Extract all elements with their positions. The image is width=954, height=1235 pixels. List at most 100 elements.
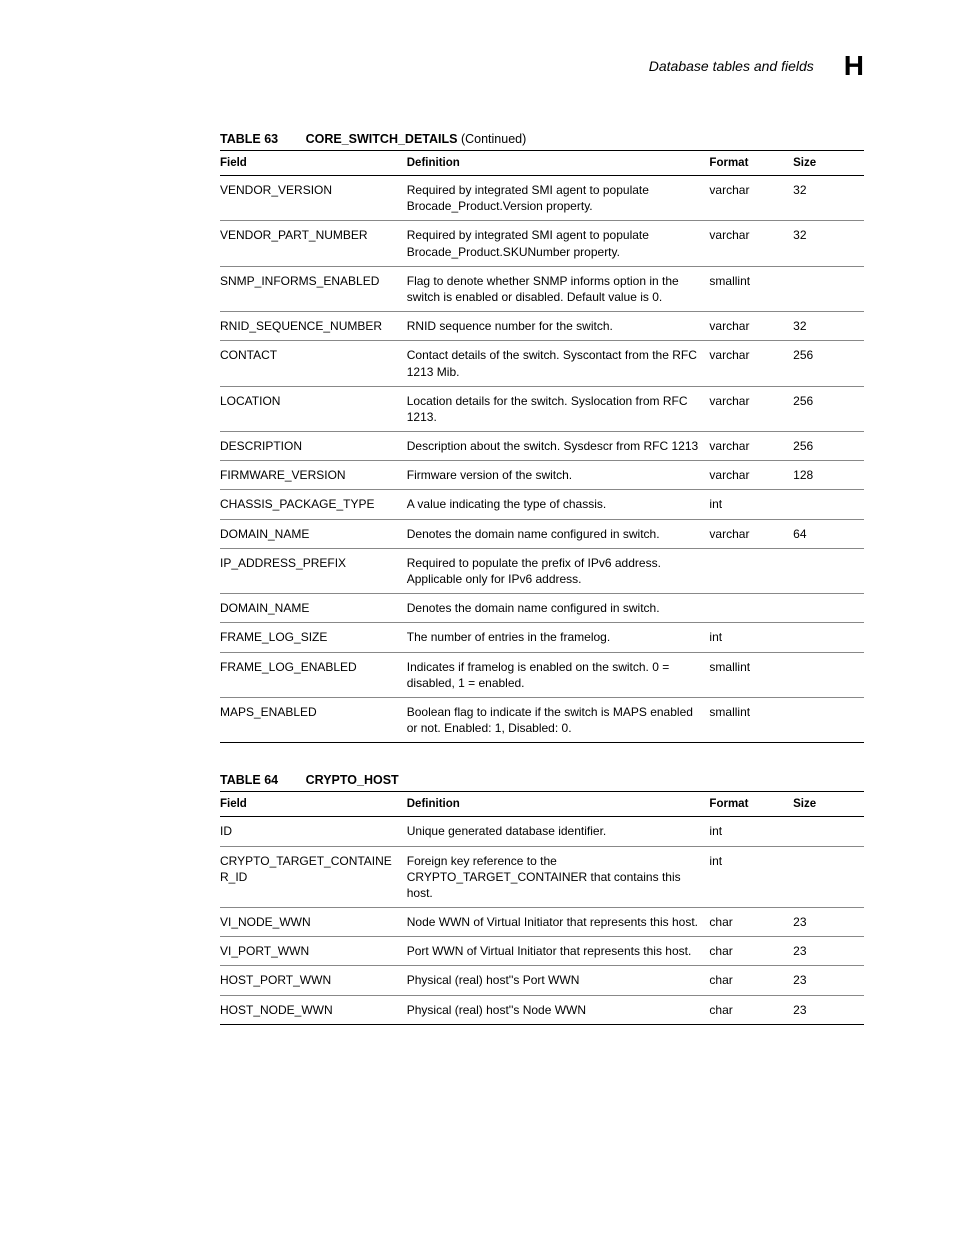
cell-definition: Denotes the domain name configured in sw… [407, 519, 710, 548]
cell-size [793, 548, 864, 593]
cell-field: CRYPTO_TARGET_CONTAINER_ID [220, 846, 407, 908]
table-row: VI_NODE_WWNNode WWN of Virtual Initiator… [220, 908, 864, 937]
cell-size: 128 [793, 461, 864, 490]
cell-size [793, 594, 864, 623]
cell-field: VENDOR_VERSION [220, 176, 407, 221]
table-row: VENDOR_PART_NUMBERRequired by integrated… [220, 221, 864, 266]
cell-size [793, 846, 864, 908]
table-row: VENDOR_VERSIONRequired by integrated SMI… [220, 176, 864, 221]
cell-definition: Denotes the domain name configured in sw… [407, 594, 710, 623]
cell-field: VI_PORT_WWN [220, 937, 407, 966]
cell-format: smallint [709, 697, 793, 742]
cell-definition: RNID sequence number for the switch. [407, 312, 710, 341]
table-row: HOST_PORT_WWNPhysical (real) host''s Por… [220, 966, 864, 995]
cell-definition: Description about the switch. Sysdescr f… [407, 432, 710, 461]
cell-format: int [709, 817, 793, 846]
cell-size: 23 [793, 937, 864, 966]
cell-format: int [709, 490, 793, 519]
table-row: FRAME_LOG_ENABLEDIndicates if framelog i… [220, 652, 864, 697]
table-row: IP_ADDRESS_PREFIXRequired to populate th… [220, 548, 864, 593]
table-row: MAPS_ENABLEDBoolean flag to indicate if … [220, 697, 864, 742]
header-letter: H [844, 50, 864, 82]
cell-format: varchar [709, 341, 793, 386]
cell-size [793, 697, 864, 742]
cell-field: DOMAIN_NAME [220, 519, 407, 548]
cell-field: VENDOR_PART_NUMBER [220, 221, 407, 266]
cell-format: varchar [709, 221, 793, 266]
cell-definition: Foreign key reference to the CRYPTO_TARG… [407, 846, 710, 908]
cell-field: DOMAIN_NAME [220, 594, 407, 623]
table-row: CHASSIS_PACKAGE_TYPEA value indicating t… [220, 490, 864, 519]
col-format: Format [709, 151, 793, 176]
cell-format: char [709, 908, 793, 937]
col-format: Format [709, 792, 793, 817]
cell-size: 23 [793, 908, 864, 937]
cell-definition: Physical (real) host''s Port WWN [407, 966, 710, 995]
table-64-label: TABLE 64 [220, 773, 278, 787]
table-63-caption: TABLE 63 CORE_SWITCH_DETAILS (Continued) [220, 132, 864, 146]
cell-size [793, 490, 864, 519]
cell-size: 23 [793, 995, 864, 1024]
col-size: Size [793, 792, 864, 817]
cell-format: varchar [709, 176, 793, 221]
cell-field: FRAME_LOG_SIZE [220, 623, 407, 652]
col-field: Field [220, 792, 407, 817]
cell-format: varchar [709, 312, 793, 341]
cell-field: CHASSIS_PACKAGE_TYPE [220, 490, 407, 519]
cell-field: FIRMWARE_VERSION [220, 461, 407, 490]
col-definition: Definition [407, 792, 710, 817]
cell-format: varchar [709, 386, 793, 431]
cell-definition: Unique generated database identifier. [407, 817, 710, 846]
cell-size: 64 [793, 519, 864, 548]
cell-size: 32 [793, 221, 864, 266]
col-definition: Definition [407, 151, 710, 176]
table-63-label: TABLE 63 [220, 132, 278, 146]
table-63: Field Definition Format Size VENDOR_VERS… [220, 150, 864, 743]
table-row: FIRMWARE_VERSIONFirmware version of the … [220, 461, 864, 490]
cell-field: LOCATION [220, 386, 407, 431]
cell-format [709, 594, 793, 623]
cell-format: char [709, 995, 793, 1024]
cell-definition: Boolean flag to indicate if the switch i… [407, 697, 710, 742]
cell-size: 256 [793, 432, 864, 461]
table-64-caption: TABLE 64 CRYPTO_HOST [220, 773, 864, 787]
cell-size: 23 [793, 966, 864, 995]
cell-format: smallint [709, 266, 793, 311]
cell-definition: Contact details of the switch. Syscontac… [407, 341, 710, 386]
cell-field: HOST_NODE_WWN [220, 995, 407, 1024]
cell-format: varchar [709, 519, 793, 548]
cell-format: varchar [709, 461, 793, 490]
cell-field: IP_ADDRESS_PREFIX [220, 548, 407, 593]
cell-format: char [709, 937, 793, 966]
cell-definition: Required by integrated SMI agent to popu… [407, 221, 710, 266]
cell-size: 256 [793, 341, 864, 386]
table-row: DOMAIN_NAMEDenotes the domain name confi… [220, 519, 864, 548]
table-row: IDUnique generated database identifier.i… [220, 817, 864, 846]
cell-field: VI_NODE_WWN [220, 908, 407, 937]
table-row: DESCRIPTIONDescription about the switch.… [220, 432, 864, 461]
cell-definition: Required to populate the prefix of IPv6 … [407, 548, 710, 593]
table-64: Field Definition Format Size IDUnique ge… [220, 791, 864, 1025]
cell-definition: The number of entries in the framelog. [407, 623, 710, 652]
table-64-name: CRYPTO_HOST [306, 773, 399, 787]
cell-size: 256 [793, 386, 864, 431]
table-row: VI_PORT_WWNPort WWN of Virtual Initiator… [220, 937, 864, 966]
cell-definition: Location details for the switch. Sysloca… [407, 386, 710, 431]
cell-definition: Indicates if framelog is enabled on the … [407, 652, 710, 697]
cell-field: HOST_PORT_WWN [220, 966, 407, 995]
table-row: LOCATIONLocation details for the switch.… [220, 386, 864, 431]
cell-definition: Required by integrated SMI agent to popu… [407, 176, 710, 221]
table-row: FRAME_LOG_SIZEThe number of entries in t… [220, 623, 864, 652]
cell-field: DESCRIPTION [220, 432, 407, 461]
cell-definition: Port WWN of Virtual Initiator that repre… [407, 937, 710, 966]
cell-size [793, 623, 864, 652]
table-63-continued: (Continued) [457, 132, 526, 146]
table-row: CONTACTContact details of the switch. Sy… [220, 341, 864, 386]
cell-size: 32 [793, 176, 864, 221]
cell-field: CONTACT [220, 341, 407, 386]
table-63-name: CORE_SWITCH_DETAILS [306, 132, 458, 146]
header-title: Database tables and fields [649, 58, 814, 74]
cell-size [793, 817, 864, 846]
page-header: Database tables and fields H [90, 50, 864, 82]
cell-definition: A value indicating the type of chassis. [407, 490, 710, 519]
